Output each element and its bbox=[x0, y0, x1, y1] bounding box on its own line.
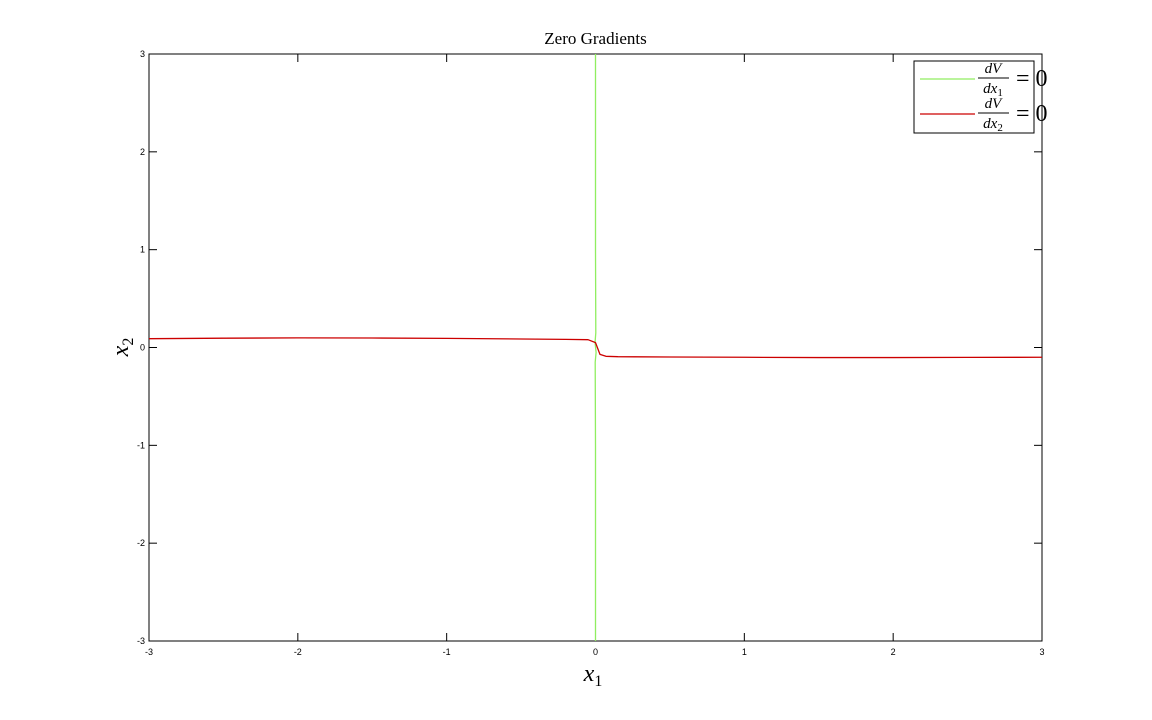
y-tick-label: -1 bbox=[137, 440, 145, 450]
x-tick-label: 2 bbox=[891, 647, 896, 657]
y-tick-label: 2 bbox=[140, 147, 145, 157]
x-tick-label: 1 bbox=[742, 647, 747, 657]
y-tick-label: -3 bbox=[137, 636, 145, 646]
y-axis-label-group: x2 bbox=[108, 338, 137, 358]
legend-series-1-numerator: dV bbox=[985, 61, 1004, 77]
legend-series-2-denominator: dx2 bbox=[983, 116, 1003, 134]
legend-box bbox=[913, 60, 1035, 134]
legend-series-2-numerator: dV bbox=[985, 96, 1004, 112]
series-line-1 bbox=[594, 54, 597, 641]
y-tick-label: 0 bbox=[140, 343, 145, 353]
tick-labels: -3 -2 -1 0 1 2 3 -3 -2 -1 0 1 2 3 bbox=[137, 49, 1045, 657]
y-tick-label: -2 bbox=[137, 538, 145, 548]
legend-series-2-den-main: dx bbox=[983, 116, 998, 132]
x-tick-label: -2 bbox=[294, 647, 302, 657]
y-axis-label-sub: 2 bbox=[120, 338, 137, 346]
x-axis-label: x1 bbox=[583, 661, 603, 690]
legend-series-1-denominator: dx1 bbox=[983, 81, 1003, 99]
y-tick-label: 3 bbox=[140, 49, 145, 59]
legend-series-2-equation: = 0 bbox=[1016, 101, 1048, 127]
legend-series-1-den-sub: 1 bbox=[997, 87, 1003, 99]
x-tick-label: 3 bbox=[1039, 647, 1044, 657]
legend: dV dx1 = 0 dV dx2 = 0 bbox=[913, 60, 1048, 134]
y-axis-label: x2 bbox=[108, 338, 137, 358]
legend-series-1-equation: = 0 bbox=[1016, 66, 1048, 92]
x-tick-label: -3 bbox=[145, 647, 153, 657]
y-tick-label: 1 bbox=[140, 245, 145, 255]
y-axis-label-main: x bbox=[108, 345, 134, 357]
x-tick-label: -1 bbox=[443, 647, 451, 657]
legend-series-2-den-sub: 2 bbox=[997, 122, 1003, 134]
series-lines bbox=[148, 54, 1043, 641]
series-line-2 bbox=[148, 337, 1043, 359]
chart-title: Zero Gradients bbox=[544, 29, 646, 48]
x-tick-label: 0 bbox=[593, 647, 598, 657]
x-axis-label-sub: 1 bbox=[594, 673, 602, 690]
x-axis-label-main: x bbox=[583, 661, 595, 687]
legend-series-1-den-main: dx bbox=[983, 81, 998, 97]
